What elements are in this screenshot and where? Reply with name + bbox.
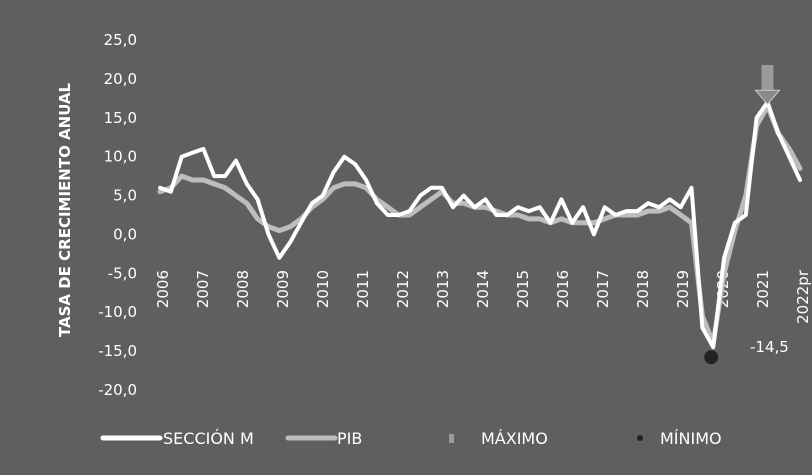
legend: SECCIÓN M PIB MÁXIMO MÍNIMO	[100, 429, 722, 448]
x-tick-label: 2012	[394, 270, 412, 308]
x-tick-label: 2018	[634, 270, 652, 308]
legend-maximo-label: MÁXIMO	[481, 429, 548, 448]
legend-seccion-m-label: SECCIÓN M	[163, 429, 254, 448]
y-tick-label: -15,0	[98, 342, 137, 360]
y-tick-label: -5,0	[108, 264, 137, 282]
maximo-marker-arrow	[754, 89, 781, 105]
y-tick-label: 15,0	[104, 109, 137, 127]
data-label: -14,5	[750, 338, 789, 356]
y-tick-label: 5,0	[113, 187, 137, 205]
x-tick-label: 2021	[754, 270, 772, 308]
minimo-marker	[704, 350, 719, 365]
y-tick-label: -10,0	[98, 303, 137, 321]
y-tick-label: 20,0	[104, 70, 137, 88]
x-tick-label: 2016	[554, 270, 572, 308]
y-axis-label: TASA DE CRECIMIENTO ANUAL	[56, 82, 74, 337]
legend-minimo-label: MÍNIMO	[660, 429, 722, 448]
y-tick-label: 25,0	[104, 31, 137, 49]
x-tick-label: 2017	[594, 270, 612, 308]
x-tick-label: 2022pr	[794, 269, 812, 324]
x-tick-label: 2009	[274, 270, 292, 308]
x-tick-label: 2010	[314, 270, 332, 308]
y-tick-label: 0,0	[113, 225, 137, 243]
x-tick-label: 2019	[674, 270, 692, 308]
series-seccion-m-line	[158, 100, 802, 350]
y-tick-label: 10,0	[104, 148, 137, 166]
x-tick-label: 2011	[354, 270, 372, 308]
x-tick-label: 2007	[194, 270, 212, 308]
x-tick-label: 2008	[234, 270, 252, 308]
x-tick-label: 2006	[154, 270, 172, 308]
x-tick-label: 2013	[434, 270, 452, 308]
maximo-marker-bar	[761, 65, 774, 93]
y-tick-label: -20,0	[98, 381, 137, 399]
x-tick-label: 2015	[514, 270, 532, 308]
x-tick-label: 2014	[474, 270, 492, 308]
legend-minimo-swatch	[637, 435, 643, 441]
plot-area: 25,0 20,0 15,0 10,0 5,0 0,0 -5,0 -10,0 -15,0 -20,…	[98, 31, 812, 441]
legend-maximo-swatch	[449, 434, 454, 443]
legend-pib-label: PIB	[337, 429, 362, 448]
